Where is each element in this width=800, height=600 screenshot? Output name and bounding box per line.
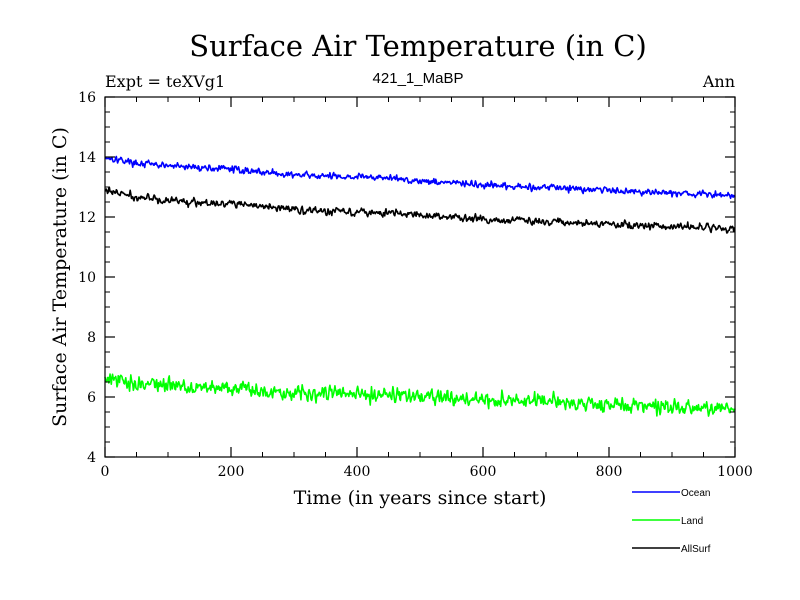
experiment-label: Expt = teXVg1 bbox=[105, 72, 225, 91]
legend-label-land: Land bbox=[681, 516, 703, 527]
legend-label-ocean: Ocean bbox=[681, 488, 710, 499]
x-tick-label: 0 bbox=[101, 464, 110, 480]
axes-layer: 0 200 400 600 800 1000 4 6 8 10 12 14 16 bbox=[78, 90, 753, 480]
series-line-allsurf bbox=[104, 186, 736, 234]
x-tick-label: 200 bbox=[218, 464, 245, 480]
y-tick-label: 14 bbox=[78, 150, 96, 166]
y-tick-label: 6 bbox=[87, 390, 96, 406]
chart-subtitle: 421_1_MaBP bbox=[373, 70, 464, 87]
legend: Ocean Land AllSurf bbox=[632, 488, 711, 555]
x-tick-label: 1000 bbox=[717, 464, 753, 480]
legend-label-allsurf: AllSurf bbox=[681, 544, 711, 555]
series-line-ocean bbox=[104, 155, 736, 200]
y-tick-label: 8 bbox=[87, 330, 96, 346]
y-tick-label: 12 bbox=[78, 210, 96, 226]
x-tick-label: 800 bbox=[596, 464, 623, 480]
x-axis-label: Time (in years since start) bbox=[294, 487, 547, 509]
y-tick-label: 10 bbox=[78, 270, 96, 286]
series-layer bbox=[104, 155, 736, 417]
series-line-land bbox=[104, 373, 736, 417]
chart-title: Surface Air Temperature (in C) bbox=[189, 29, 647, 63]
y-tick-label: 16 bbox=[78, 90, 96, 106]
y-tick-label: 4 bbox=[87, 450, 96, 466]
x-tick-label: 400 bbox=[344, 464, 371, 480]
y-axis-label: Surface Air Temperature (in C) bbox=[49, 127, 71, 427]
season-label: Ann bbox=[702, 72, 735, 91]
x-tick-label: 600 bbox=[470, 464, 497, 480]
